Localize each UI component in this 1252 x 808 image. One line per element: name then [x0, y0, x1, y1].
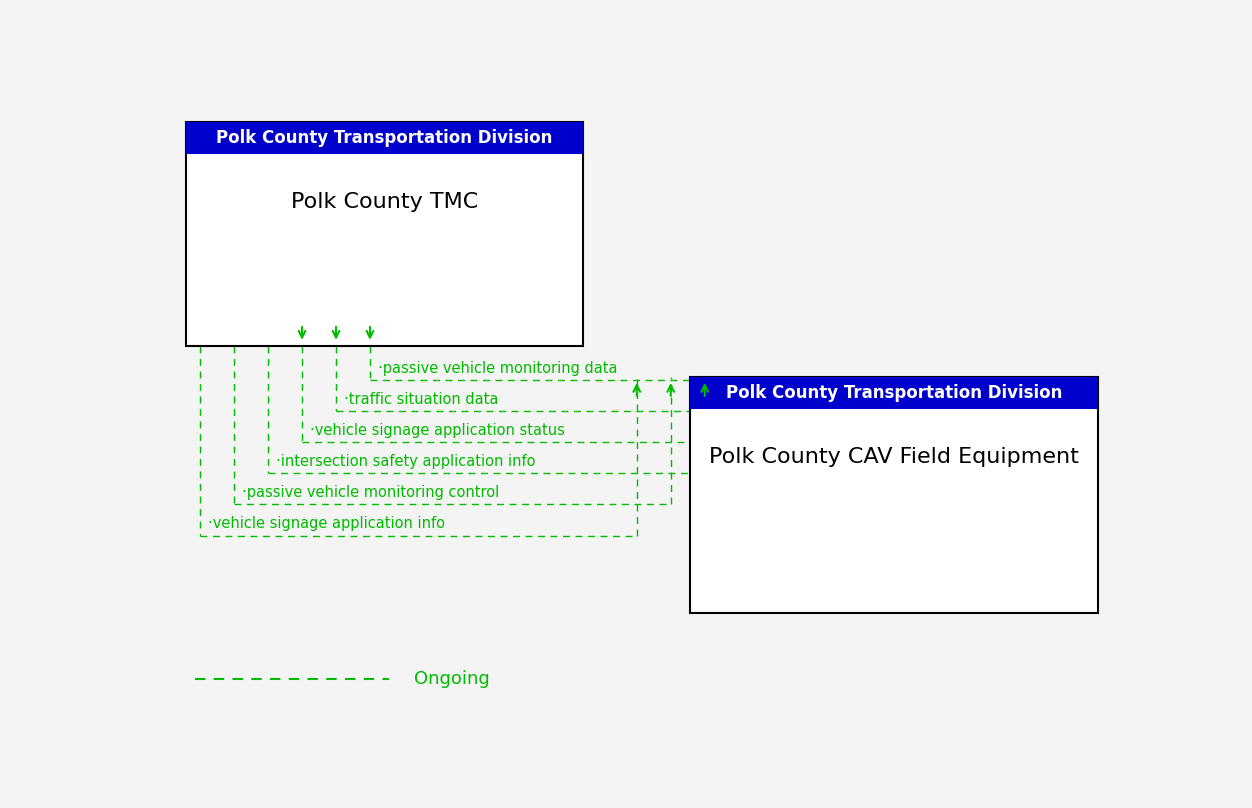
Bar: [185, 122, 583, 154]
Text: ·passive vehicle monitoring control: ·passive vehicle monitoring control: [242, 485, 500, 500]
Text: ·intersection safety application info: ·intersection safety application info: [275, 454, 536, 469]
Text: ·vehicle signage application status: ·vehicle signage application status: [309, 423, 565, 438]
Text: Polk County TMC: Polk County TMC: [290, 191, 478, 212]
Bar: [690, 377, 1098, 410]
Text: ·vehicle signage application info: ·vehicle signage application info: [208, 516, 444, 531]
Bar: [690, 377, 1098, 613]
Text: ·passive vehicle monitoring data: ·passive vehicle monitoring data: [378, 360, 617, 376]
Bar: [185, 122, 583, 346]
Text: Polk County Transportation Division: Polk County Transportation Division: [217, 129, 552, 147]
Text: ·traffic situation data: ·traffic situation data: [344, 392, 498, 406]
Text: Polk County CAV Field Equipment: Polk County CAV Field Equipment: [709, 447, 1079, 466]
Text: Polk County Transportation Division: Polk County Transportation Division: [726, 384, 1062, 402]
Text: Ongoing: Ongoing: [413, 670, 490, 688]
